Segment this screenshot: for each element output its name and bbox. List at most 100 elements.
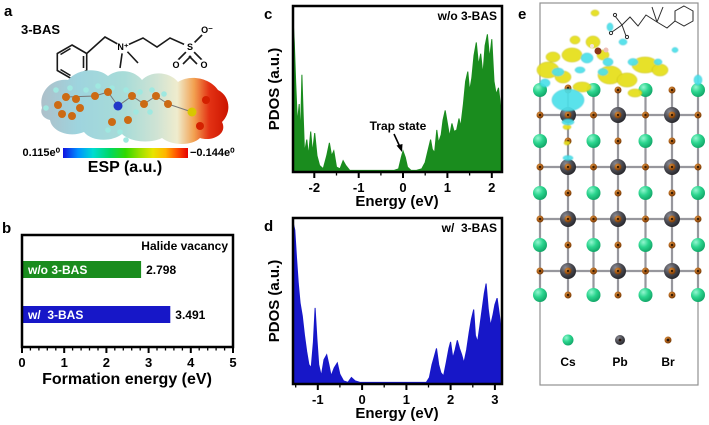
electron-depletion-blob [606, 22, 614, 32]
trap-state-annotation: Trap state [370, 119, 427, 152]
br-atom-core [644, 165, 647, 169]
y-axis-label: PDOS (a.u.) [266, 48, 283, 131]
oxygen-atom [202, 96, 210, 104]
legend-cs-label: Cs [560, 355, 576, 369]
cs-atom [533, 288, 547, 302]
br-atom-core [670, 293, 674, 297]
br-atom-core [592, 113, 595, 117]
electron-accumulation-blob [563, 140, 571, 146]
br-atom-core [670, 217, 674, 221]
cs-atom [638, 288, 653, 302]
legend-cs-swatch [562, 334, 574, 346]
trap-state-text: Trap state [370, 119, 427, 133]
legend-br-label: Br [661, 355, 675, 369]
plot-frame [20, 233, 235, 349]
br-atom-core [670, 113, 674, 117]
bar-value-label: 2.798 [146, 263, 176, 277]
bar [23, 306, 171, 323]
molecule-structure: N⁺ S O⁻ O O [56, 23, 214, 80]
br-atom-core [616, 113, 620, 117]
panel-e-label: e [518, 6, 527, 23]
x-axis-label: Energy (eV) [355, 193, 438, 210]
x-tick-label: 0 [358, 392, 365, 407]
br-atom-core [644, 269, 647, 273]
br-atom-core [566, 243, 570, 247]
electron-depletion-blob [653, 58, 663, 66]
x-tick-label: -1 [312, 392, 324, 407]
br-atom-core [670, 139, 674, 143]
bar-category-label: w/o 3-BAS [27, 263, 87, 277]
electron-depletion-blob [539, 78, 551, 88]
electron-depletion-blob [671, 47, 679, 53]
o-minus-label: O⁻ [201, 25, 213, 35]
x-tick-label: 1 [61, 355, 68, 370]
esp-molecule-atoms [43, 83, 210, 143]
electron-accumulation-blob [545, 51, 561, 63]
charge-isosurfaces [536, 9, 703, 161]
br-atom-core [670, 165, 674, 169]
x-ticks: 0 1 2 3 4 5 [18, 347, 237, 370]
cs-atom [691, 186, 705, 200]
cs-atom [691, 83, 705, 97]
br-atom-core [670, 88, 674, 92]
electron-depletion-blob [627, 58, 639, 66]
electron-depletion-blob [597, 68, 609, 76]
cs-atom [586, 186, 601, 200]
br-atom-core [616, 191, 620, 195]
br-atom-core [538, 165, 542, 169]
carbon-atoms [54, 88, 172, 126]
electron-depletion-blob [574, 66, 586, 74]
cs-atom [638, 134, 653, 148]
plot-frame [291, 4, 504, 174]
x-tick-label: 1 [444, 180, 451, 195]
y-axis-label: PDOS (a.u.) [266, 260, 283, 343]
bar [23, 261, 142, 278]
adsorbed-molecule-sketch [608, 5, 694, 40]
br-atom-core [566, 113, 570, 117]
electron-depletion-blob [693, 74, 703, 86]
br-atom-core [616, 269, 620, 273]
br-atom-core [592, 269, 595, 273]
panel-d-label: d [264, 218, 274, 235]
sulfur-atom [187, 107, 197, 117]
electron-accumulation-blob [627, 88, 643, 98]
br-atom-core [616, 139, 620, 143]
x-ticks: -2 -1 0 1 2 [309, 172, 495, 195]
br-atom-core [538, 217, 542, 221]
esp-surface [41, 70, 229, 144]
br-atom-core [696, 113, 700, 117]
perovskite-structure: Cs Pb Br [533, 2, 705, 386]
bar-category-label: w/ 3-BAS [27, 308, 83, 322]
cs-atom [533, 134, 547, 148]
x-ticks: -1 0 1 2 3 [295, 384, 499, 407]
esp-colorbar-title: ESP (a.u.) [87, 159, 163, 176]
pdos-area [292, 221, 503, 385]
plot-frame [291, 216, 504, 386]
cs-atom [586, 134, 601, 148]
br-atom-core [616, 217, 620, 221]
br-atom-core [696, 217, 700, 221]
br-atom-core [566, 293, 570, 297]
br-atom-core [566, 165, 570, 169]
br-atom-core [616, 243, 620, 247]
s-label: S [187, 42, 193, 52]
x-tick-label: 5 [229, 355, 236, 370]
cs-atom [533, 238, 547, 252]
cs-atom [533, 186, 547, 200]
x-axis-label: Energy (eV) [355, 405, 438, 422]
atom-labels: N⁺ S O⁻ O O [116, 23, 214, 71]
electron-depletion-blob [602, 57, 614, 67]
cs-atom [638, 238, 653, 252]
electron-depletion-blob [551, 67, 565, 77]
br-atom-core [616, 88, 620, 92]
electron-depletion-blob [580, 52, 594, 64]
legend-swatch-core [666, 338, 670, 342]
cs-atom [691, 288, 705, 302]
x-tick-label: 4 [187, 355, 195, 370]
x-tick-label: 1 [403, 392, 410, 407]
br-atom-core [670, 269, 674, 273]
pdos-chart-with: -1 0 1 2 3 Energy (eV) PDOS (a.u.) w/ 3-BAS [266, 216, 504, 422]
cs-atom [586, 238, 601, 252]
electron-accumulation-blob [561, 47, 583, 63]
legend-pb-label: Pb [612, 355, 627, 369]
